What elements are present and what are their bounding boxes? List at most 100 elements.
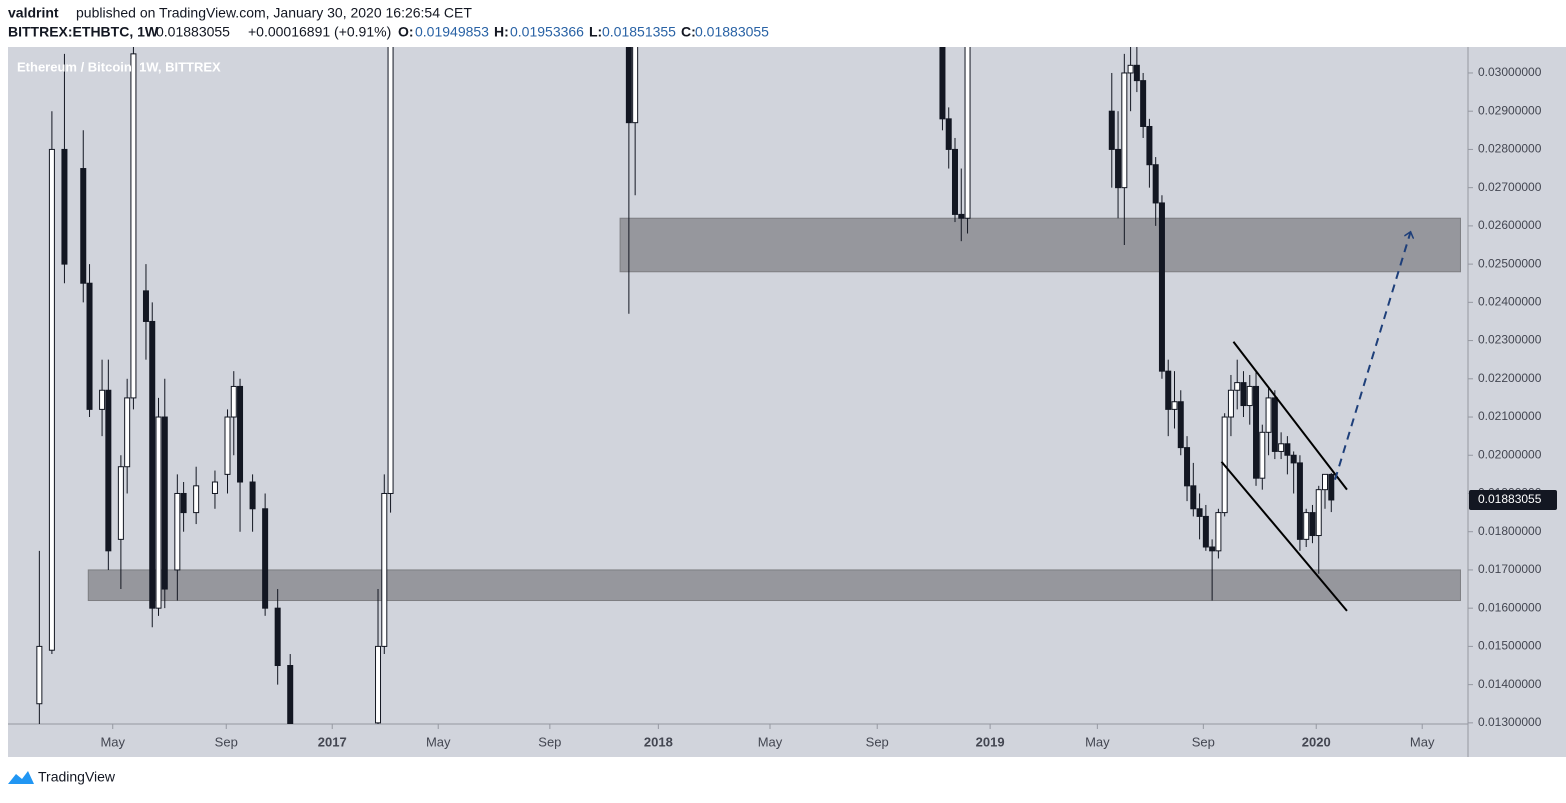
candle-body: [1152, 164, 1159, 204]
candle-body: [1202, 515, 1209, 548]
y-tick-label: 0.01700000: [1478, 562, 1542, 576]
candle-body: [161, 416, 168, 590]
trendline: [1334, 233, 1410, 481]
y-tick-label: 0.01800000: [1478, 524, 1542, 538]
y-tick-label: 0.01400000: [1478, 677, 1542, 691]
y-axis-background: [1468, 47, 1566, 757]
zone: [87, 569, 1461, 602]
candle-body: [149, 320, 156, 609]
candle-body: [1127, 64, 1134, 74]
candle-body: [249, 481, 256, 510]
candle-body: [1121, 72, 1128, 189]
candle-body: [375, 645, 382, 724]
candle-body: [1158, 202, 1165, 372]
y-tick-label: 0.02100000: [1478, 409, 1542, 423]
x-axis-background: [8, 724, 1468, 757]
candle-body: [1246, 385, 1253, 407]
candle-body: [1227, 389, 1234, 418]
x-tick-label: May: [1410, 734, 1435, 749]
y-tick-label: 0.01300000: [1478, 715, 1542, 729]
y-tick-label: 0.02200000: [1478, 371, 1542, 385]
candle-body: [230, 385, 237, 418]
x-tick-label: 2019: [976, 734, 1005, 749]
candle-body: [951, 148, 958, 215]
candle-body: [381, 492, 388, 647]
candle-body: [1278, 443, 1285, 452]
candle-body: [193, 485, 200, 514]
x-tick-label: May: [1085, 734, 1110, 749]
candle-body: [1140, 80, 1147, 127]
candle-body: [1322, 473, 1329, 491]
candle-body: [1165, 370, 1172, 410]
candle-body: [124, 397, 131, 468]
candle-body: [1133, 64, 1140, 82]
y-tick-label: 0.02700000: [1478, 180, 1542, 194]
price-label-box: [1469, 489, 1557, 510]
y-tick-label: 0.01600000: [1478, 600, 1542, 614]
legend: Ethereum / Bitcoin, 1W, BITTREX: [17, 59, 221, 74]
candle-body: [1115, 148, 1122, 189]
candle-body: [180, 492, 187, 514]
candle-body: [237, 385, 244, 483]
y-tick-label: 0.02400000: [1478, 295, 1542, 309]
symbol: BITTREX:ETHBTC, 1W: [8, 24, 159, 40]
candle-body: [1253, 385, 1260, 479]
x-tick-label: May: [100, 734, 125, 749]
x-tick-label: 2018: [644, 734, 673, 749]
candle-body: [1290, 454, 1297, 464]
candle-body: [262, 508, 269, 609]
candle-body: [625, 47, 632, 124]
candle-body: [1209, 546, 1216, 552]
y-tick-label: 0.02000000: [1478, 447, 1542, 461]
candle-body: [958, 213, 965, 219]
candle-body: [1240, 382, 1247, 407]
low-value: 0.01851355: [602, 24, 676, 40]
y-tick-label: 0.02800000: [1478, 142, 1542, 156]
candle-body: [939, 47, 946, 120]
high-label: H:: [494, 24, 509, 40]
candle-body: [1303, 512, 1310, 540]
open-label: O:: [398, 24, 414, 40]
candle-body: [632, 47, 639, 124]
x-tick-label: Sep: [866, 734, 889, 749]
x-tick-label: 2017: [318, 734, 347, 749]
trendline: [1232, 341, 1348, 491]
x-tick-label: Sep: [538, 734, 561, 749]
candle-body: [1196, 508, 1203, 517]
zone: [619, 217, 1461, 273]
candle-body: [1234, 382, 1241, 391]
y-tick-label: 0.02500000: [1478, 256, 1542, 270]
candle-body: [1190, 485, 1197, 510]
price-label: 0.01883055: [1478, 492, 1542, 506]
candle-body: [155, 416, 162, 609]
y-tick-label: 0.02600000: [1478, 218, 1542, 232]
candle-body: [224, 416, 231, 475]
x-tick-label: Sep: [215, 734, 238, 749]
candle-body: [1108, 110, 1115, 150]
close-label: C:: [681, 24, 696, 40]
candle-body: [1184, 447, 1191, 487]
candle-body: [61, 148, 68, 265]
candle-body: [1284, 443, 1291, 456]
candle-body: [274, 607, 281, 667]
candle-body: [211, 481, 218, 494]
open-value: 0.01949853: [415, 24, 489, 40]
candle-body: [1146, 125, 1153, 166]
x-tick-label: Sep: [1192, 734, 1215, 749]
candle-body: [287, 665, 294, 724]
candle-body: [1215, 512, 1222, 552]
plot: [36, 47, 1461, 724]
candle-body: [964, 47, 971, 219]
candle-body: [1259, 431, 1266, 479]
author: valdrint: [8, 5, 59, 21]
high-value: 0.01953366: [510, 24, 584, 40]
candle-body: [86, 282, 93, 410]
y-tick-label: 0.02900000: [1478, 103, 1542, 117]
trendline: [1220, 461, 1348, 612]
candle-body: [142, 290, 149, 322]
candle-body: [48, 148, 55, 651]
footer: TradingView: [38, 769, 116, 785]
y-tick-label: 0.03000000: [1478, 65, 1542, 79]
